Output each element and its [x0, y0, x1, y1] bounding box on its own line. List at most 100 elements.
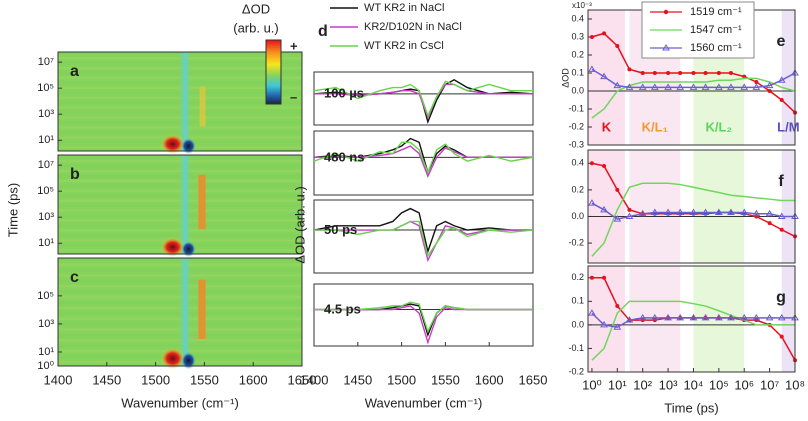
marker: [740, 208, 749, 215]
marker: [777, 313, 786, 321]
panel-label: b: [70, 166, 80, 183]
panel-label: a: [70, 63, 79, 80]
marker: [765, 81, 774, 89]
marker: [676, 83, 685, 90]
y-tick-label: 0.0: [571, 85, 584, 95]
marker: [754, 214, 759, 219]
heatmap-band: [198, 279, 206, 339]
panel-sublabel: 100 µs: [324, 86, 364, 101]
y-tick-label: 10⁵: [37, 185, 54, 197]
y-tick-label: 10⁵: [37, 290, 54, 302]
x-tick-label: 1550: [190, 372, 219, 387]
x-tick-label: 1400: [44, 372, 73, 387]
x-tick-label: 10⁷: [760, 377, 779, 392]
scale-label: x10⁻³: [572, 1, 592, 10]
region: [781, 10, 795, 145]
y-tick-label: 0.0: [571, 211, 584, 221]
y-tick-label: 10⁵: [37, 82, 54, 94]
trace-line: [591, 182, 795, 257]
marker: [625, 83, 634, 90]
marker: [613, 323, 622, 330]
colorbar: [265, 39, 282, 105]
y-tick-label: 0.1: [571, 67, 584, 77]
x-tick-label: 10⁰: [582, 377, 602, 392]
spectrum-line: [313, 80, 533, 118]
x-tick-label: 1450: [92, 372, 121, 387]
marker: [714, 313, 723, 321]
panel-label: f: [778, 173, 784, 190]
y-tick-label: -0.1: [568, 103, 584, 113]
trace-line: [591, 300, 795, 361]
axes-frame: [313, 130, 534, 196]
y-tick-label: 0.2: [571, 184, 584, 194]
marker: [779, 334, 784, 339]
region-label: L/M: [777, 119, 799, 134]
marker: [627, 67, 632, 72]
trace-line: [591, 68, 796, 89]
marker: [752, 83, 761, 90]
heatmap-band: [177, 52, 193, 151]
colorbar-max: +: [290, 38, 298, 53]
marker: [767, 221, 772, 226]
marker: [777, 76, 786, 83]
marker: [701, 208, 710, 215]
marker: [716, 71, 721, 75]
marker: [650, 313, 659, 321]
marker: [615, 44, 620, 48]
legend-label: 1547 cm⁻¹: [690, 24, 742, 36]
marker: [754, 80, 759, 84]
y-axis-label: ΔOD: [560, 68, 570, 88]
legend-label: WT KR2 in CsCl: [364, 40, 444, 52]
region-label: K: [602, 119, 612, 134]
x-tick-label: 1500: [387, 372, 416, 387]
axes-frame: [313, 199, 534, 274]
y-tick-label: 0.4: [571, 158, 584, 168]
y-tick-label: 10³: [38, 318, 54, 330]
axes-frame: [313, 283, 534, 347]
panel-label: g: [776, 289, 786, 306]
marker: [588, 199, 596, 206]
panel-label: d: [318, 23, 328, 40]
x-tick-label: 10²: [633, 377, 652, 392]
x-axis-label: Wavenumber (cm⁻¹): [365, 395, 483, 410]
marker: [777, 212, 786, 219]
marker: [767, 89, 772, 93]
region: [629, 150, 681, 263]
marker: [638, 83, 647, 90]
x-tick-label: 10¹: [608, 377, 627, 392]
legend-label: 1519 cm⁻¹: [690, 6, 742, 18]
marker: [613, 81, 622, 89]
heatmap-hot: [160, 237, 185, 257]
marker: [625, 212, 634, 219]
region-label: K/L₁: [642, 119, 668, 134]
legend-label: KR2/D102N in NaCl: [364, 21, 462, 33]
legend-label: WT KR2 in NaCl: [364, 2, 444, 14]
x-tick-label: 10⁸: [785, 377, 805, 392]
y-tick-label: 0.2: [571, 272, 584, 282]
y-tick-label: 0.3: [571, 31, 584, 41]
panel-label: c: [70, 269, 79, 286]
spectrum-line: [313, 141, 534, 175]
marker: [638, 209, 647, 217]
marker: [689, 313, 698, 321]
marker: [589, 161, 594, 166]
marker: [676, 313, 685, 321]
spectrum-line: [314, 220, 533, 263]
legend-label: 1560 cm⁻¹: [690, 42, 742, 54]
x-tick-label: 1450: [343, 372, 372, 387]
marker: [615, 187, 620, 192]
marker: [703, 71, 708, 75]
marker: [640, 71, 645, 75]
marker: [765, 209, 774, 217]
marker: [664, 83, 672, 90]
marker: [588, 65, 596, 72]
x-axis-label: Wavenumber (cm⁻¹): [121, 395, 239, 410]
marker: [765, 313, 774, 321]
y-tick-label: 0.2: [571, 49, 584, 59]
marker: [600, 205, 608, 213]
heatmap-cold: [181, 351, 196, 370]
y-tick-label: -0.3: [568, 139, 584, 149]
panel-sublabel: 4.5 ps: [324, 301, 361, 316]
x-tick-label: 1400: [300, 372, 329, 387]
spectrum-line: [314, 220, 534, 258]
